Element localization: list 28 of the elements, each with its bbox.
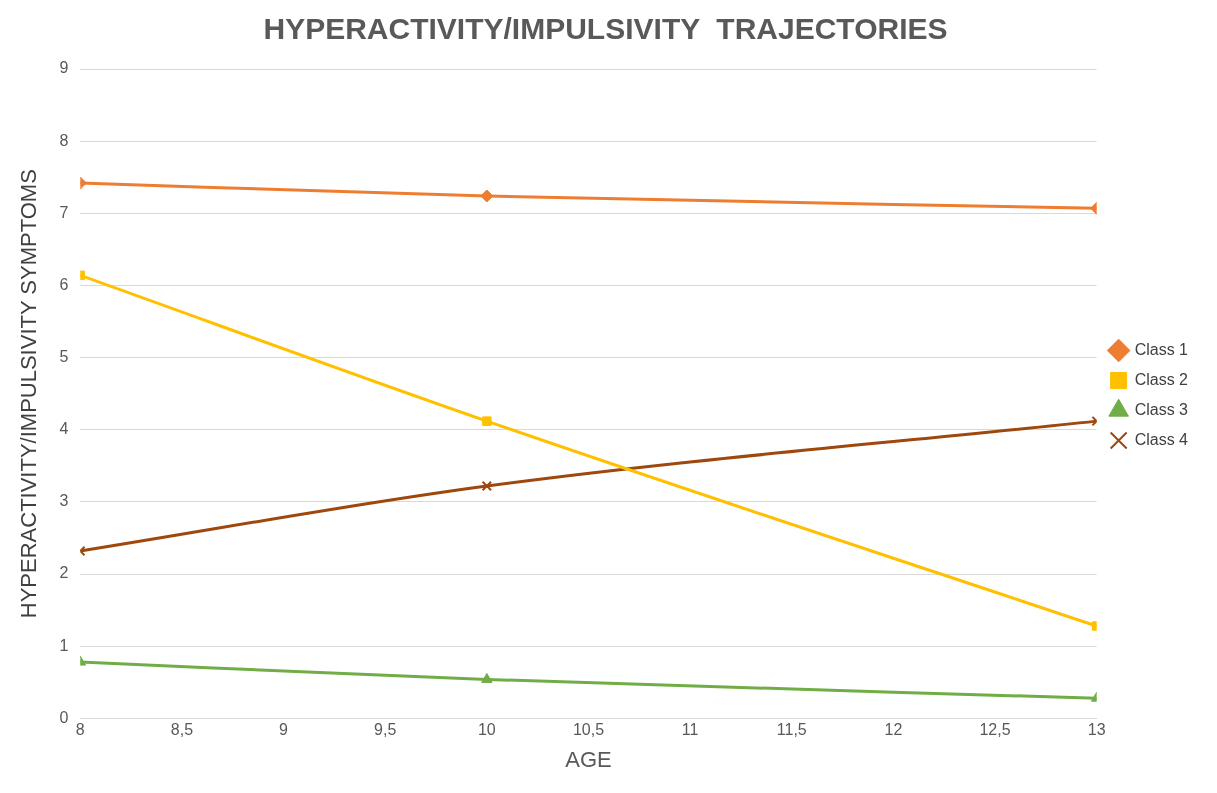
x-tick-label: 9,5 — [374, 721, 397, 739]
y-tick-label: 2 — [59, 564, 69, 582]
x-tick-label: 12,5 — [979, 721, 1011, 739]
y-tick-label: 8 — [59, 131, 69, 149]
legend-label: Class 2 — [1134, 370, 1189, 388]
y-tick-label: 1 — [59, 636, 69, 654]
y-tick-label: 3 — [59, 492, 69, 510]
x-tick-label: 9 — [279, 721, 289, 739]
y-tick-label: 7 — [59, 203, 69, 221]
x-tick-label: 10 — [477, 721, 496, 739]
y-tick-label: 9 — [59, 59, 69, 77]
x-tick-label: 8,5 — [170, 721, 194, 739]
x-tick-label: 10,5 — [572, 721, 605, 739]
x-tick-label: 11 — [681, 721, 699, 739]
x-tick-label: 8 — [75, 721, 85, 739]
y-tick-label: 5 — [59, 348, 69, 366]
y-tick-label: 0 — [59, 708, 69, 726]
x-tick-label: 12 — [884, 721, 903, 739]
x-axis-title: AGE — [565, 746, 612, 772]
x-tick-label: 13 — [1087, 721, 1106, 739]
y-tick-label: 4 — [59, 420, 69, 438]
y-axis-title: HYPERACTIVITY/IMPULSIVITY SYMPTOMS — [16, 169, 42, 619]
y-tick-label: 6 — [59, 275, 69, 293]
legend-label: Class 4 — [1134, 430, 1189, 448]
x-tick-label: 11,5 — [776, 721, 807, 739]
legend-label: Class 1 — [1134, 340, 1189, 358]
chart-title: HYPERACTIVITY/IMPULSIVITY TRAJECTORIES — [263, 12, 948, 46]
legend-label: Class 3 — [1134, 400, 1189, 418]
